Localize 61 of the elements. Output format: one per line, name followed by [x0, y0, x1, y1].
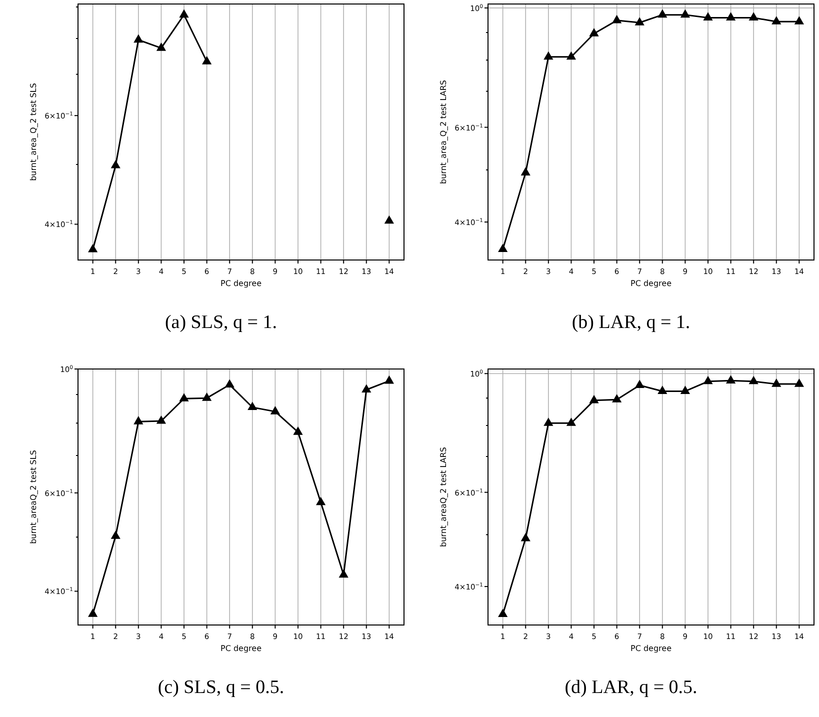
point [634, 380, 644, 388]
point [270, 406, 280, 414]
point [362, 384, 372, 393]
x-axis-title: PC degree [630, 279, 672, 288]
point [110, 530, 120, 539]
x-axis-title: PC degree [220, 279, 262, 288]
point [498, 608, 508, 618]
point [134, 34, 144, 43]
point [384, 375, 394, 384]
point [520, 532, 530, 542]
point [338, 569, 348, 578]
text: (d) LAR, q = 0.5. [564, 677, 698, 698]
point [726, 375, 736, 384]
x-axis-title: PC degree [630, 644, 672, 653]
point [680, 386, 690, 394]
point [658, 386, 668, 394]
point [680, 9, 690, 18]
text: (a) SLS, q = 1. [164, 312, 278, 333]
point [88, 608, 98, 617]
point [772, 16, 782, 24]
point [589, 394, 599, 404]
point [110, 160, 120, 168]
point [794, 16, 804, 24]
point [703, 12, 713, 20]
point [726, 12, 736, 20]
text: (c) SLS, q = 0.5. [158, 677, 284, 698]
point [612, 14, 622, 24]
point [589, 28, 599, 36]
point [658, 9, 668, 18]
point [293, 426, 303, 435]
point [384, 215, 394, 224]
point [612, 394, 622, 402]
x-axis-title: PC degree [220, 644, 262, 653]
point [748, 12, 758, 20]
point [566, 418, 576, 426]
point [134, 416, 144, 424]
point [156, 415, 166, 424]
y-axis-title: burnt_area_Q_2 test LARS [439, 80, 448, 184]
point [224, 379, 234, 388]
point [566, 51, 576, 60]
text: (b) LAR, q = 1. [572, 312, 690, 333]
point [316, 496, 326, 506]
point [544, 51, 554, 60]
point [544, 418, 554, 426]
point [772, 378, 782, 387]
point [202, 392, 212, 401]
point [88, 244, 98, 252]
point [703, 376, 713, 384]
point [179, 393, 189, 402]
point [520, 167, 530, 176]
y-axis-title: burnt_area_Q_2 test SLS [29, 83, 38, 181]
point [748, 376, 758, 384]
point [202, 56, 212, 64]
point [248, 402, 258, 410]
point [179, 9, 189, 18]
point [156, 42, 166, 51]
point [498, 244, 508, 252]
y-axis-title: burnt_areaQ_2 test LARS [439, 447, 448, 547]
point [634, 17, 644, 26]
point [794, 378, 804, 387]
y-axis-title: burnt_areaQ_2 test SLS [29, 450, 38, 544]
